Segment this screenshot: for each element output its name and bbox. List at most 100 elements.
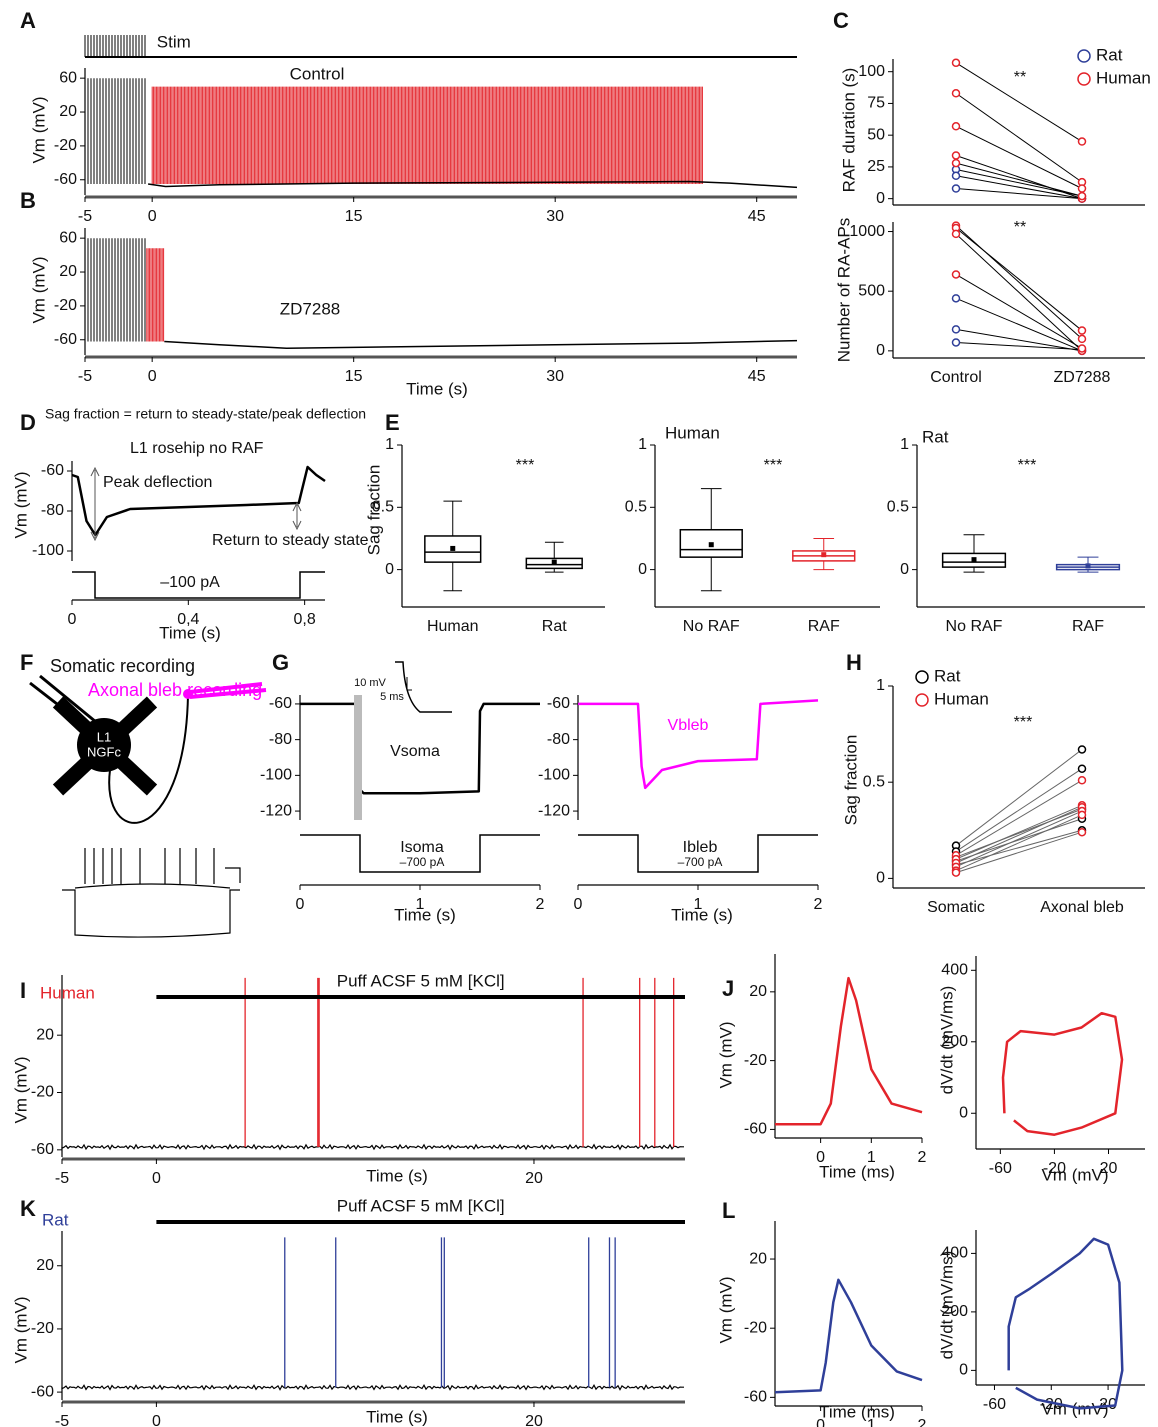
panel: 20 -20 -60 0 1 2 L Vm (mV) Time (ms) [716,1198,926,1427]
title: Sag fraction = return to steady-state/pe… [45,406,366,422]
pair-line [955,274,1083,349]
pair-line [955,187,1083,200]
significance: *** [1018,457,1037,474]
diagram-label: Somatic recording [50,656,195,676]
point [1077,810,1087,820]
x-tick-label: 1 [694,896,703,913]
x-tick-label: 20 [1100,1160,1118,1177]
significance: *** [764,457,783,474]
y-tick-label: 20 [36,1257,54,1274]
pair-line [955,804,1083,860]
category-label: ZD7288 [1054,369,1111,386]
mean [551,559,557,565]
panel: 0 25 50 75 100 C RAF duration (s) ** Rat Human [833,8,1151,207]
y-tick-label: 1000 [849,223,885,240]
y-tick-label: 20 [59,103,77,120]
point [951,122,961,131]
y-tick-label: 50 [867,126,885,143]
x-tick-label: 0 [816,1149,825,1166]
pair-line [955,125,1083,189]
panel: 60 20 -20 -60 -5 0 15 30 45 A Vm (mV) Control Stim [20,8,798,225]
panel: 20 -20 -60-5 0 20 I Vm (mV) Time (s) Human Puff A… [11,971,685,1187]
x-tick-label: -5 [55,1413,69,1427]
y-tick-label: -20 [54,297,77,314]
y-tick-label: 1 [876,677,885,694]
y-tick-label: -60 [54,171,77,188]
y-tick-label: 1 [900,436,909,453]
point [951,338,961,347]
panel-letter: K [20,1196,36,1221]
x-axis-label: Time (s) [159,623,221,642]
legend-marker [1077,49,1091,63]
y-tick-label: -60 [547,695,570,712]
x-tick-label: 45 [748,208,766,225]
x-tick-label: 0 [816,1417,825,1427]
x-tick-label: 0 [148,208,157,225]
y-tick-label: -80 [41,502,64,519]
category-label: Rat [542,618,567,635]
y-tick-label: -60 [31,1383,54,1400]
y-axis-label: Sag fraction [841,735,860,826]
y-tick-label: 0 [638,561,647,578]
decoration [300,834,540,873]
y-tick-label: 200 [941,1033,968,1050]
decoration [72,571,325,599]
y-axis-label: Vm (mV) [29,256,48,323]
y-tick-label: -100 [260,767,292,784]
pair-line [955,831,1083,874]
firing [146,248,165,342]
y-tick-label: 75 [867,95,885,112]
y-tick-label: 400 [941,1245,968,1262]
point [1077,191,1087,201]
box [424,535,482,563]
point [951,229,961,239]
y-axis-label: Sag fraction [364,465,383,556]
point [1077,827,1087,837]
pair-line [955,328,1083,352]
trace [1001,1011,1124,1136]
point [1077,326,1087,335]
example-spikes [84,848,215,884]
y-tick-label: 200 [941,1303,968,1320]
y-axis-label: Vm (mV) [716,1021,735,1088]
category-label: No RAF [946,618,1003,635]
pair-line [955,810,1083,868]
point [1077,184,1087,193]
panel-letter: F [20,650,33,675]
y-tick-label: 0.5 [887,499,909,516]
panel: 20 -20 -60-5 0 20 K Vm (mV) Time (s) Rat Puff ACS… [11,1196,685,1427]
pair-line [955,155,1083,200]
y-tick-label: 0.5 [863,773,885,790]
x-tick-label: 30 [546,368,564,385]
y-tick-label: -60 [31,1141,54,1158]
pair-line [955,779,1083,856]
puff-label: Puff ACSF 5 mM [KCl] [337,971,505,990]
y-tick-label: 0.5 [372,499,394,516]
panel: 0 0.5 1 Somatic Axonal bleb H Sag fraction *** R… [841,650,1145,916]
decoration [292,501,302,531]
category-label: No RAF [683,618,740,635]
x-tick-label: 20 [1099,1396,1117,1413]
annotation: L1 rosehip no RAF [130,440,264,457]
panel: 0 0.5 1 Human Rat E Sag fraction *** [364,410,605,635]
decoration [90,466,100,542]
x-axis-label: Time (s) [394,905,456,924]
annotation: –700 pA [400,855,445,869]
pair-line [955,297,1083,352]
panel: 0 200 400 -60 -20 20 dV/dt (mV/ms) Vm (mV) [937,956,1145,1184]
panel-letter: B [20,188,36,213]
x-tick-label: 0,8 [294,611,316,628]
y-tick-label: -100 [32,542,64,559]
point [951,868,961,877]
panel: -60 -80 -100 -120 0 1 2 Time (s) Vbleb Ibleb–700 … [538,695,823,924]
pair-line [955,341,1083,351]
trace [775,976,923,1126]
x-axis-label: Time (ms) [819,1162,895,1181]
firing [151,86,703,184]
diagram-f: F Somatic recording Axonal bleb recordin… [20,650,267,938]
legend-label: Rat [1096,45,1123,64]
point [1077,776,1087,785]
annotation: Ibleb [683,839,718,856]
baseline-trace [61,1143,684,1151]
